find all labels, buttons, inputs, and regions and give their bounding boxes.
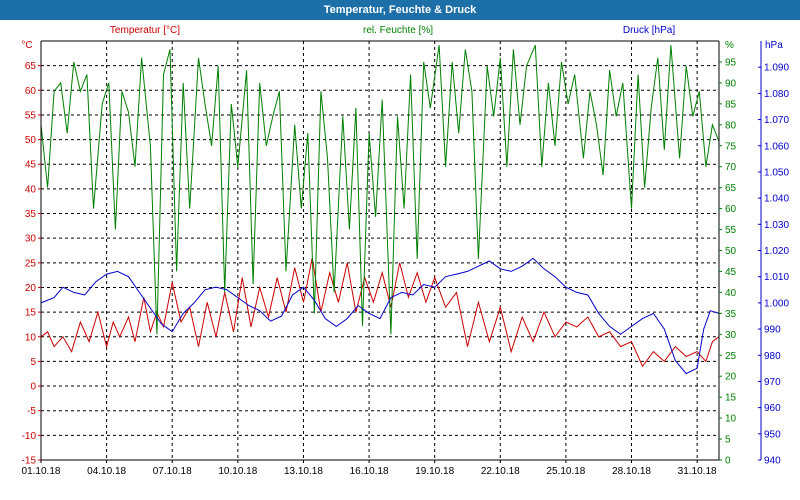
x-tick-label: 07.10.18 (153, 466, 192, 477)
temperature-tick-label: 40 (25, 184, 37, 195)
pressure-tick-label: 1.010 (764, 272, 789, 283)
temperature-line (40, 257, 720, 368)
temperature-tick-label: 15 (25, 308, 37, 319)
temperature-tick-label: 10 (25, 332, 37, 343)
temperature-tick-label: 65 (25, 61, 37, 72)
humidity-tick-label: 10 (725, 414, 737, 425)
temperature-tick-label: 60 (25, 86, 37, 97)
temperature-tick-label: 50 (25, 135, 37, 146)
pressure-tick-label: 1.030 (764, 220, 789, 231)
humidity-unit-label: % (725, 40, 734, 51)
humidity-tick-label: 70 (725, 162, 737, 173)
pressure-tick-label: 1.050 (764, 167, 789, 178)
temperature-tick-label: 25 (25, 258, 37, 269)
humidity-tick-label: 5 (725, 435, 731, 446)
x-tick-label: 22.10.18 (481, 466, 520, 477)
x-tick-label: 01.10.18 (22, 466, 61, 477)
pressure-tick-label: 1.000 (764, 298, 789, 309)
humidity-tick-label: 95 (725, 57, 737, 68)
humidity-tick-label: 80 (725, 120, 737, 131)
humidity-tick-label: 30 (725, 330, 737, 341)
temperature-tick-label: 30 (25, 234, 37, 245)
pressure-tick-label: 990 (764, 325, 781, 336)
pressure-tick-label: 960 (764, 403, 781, 414)
humidity-line (40, 45, 720, 335)
chart-title: Temperatur, Feuchte & Druck (0, 0, 800, 20)
pressure-tick-label: 1.060 (764, 141, 789, 152)
temperature-tick-label: 45 (25, 160, 37, 171)
pressure-tick-label: 940 (764, 456, 781, 467)
pressure-line (40, 257, 720, 375)
temperature-unit-label: °C (21, 40, 32, 51)
temperature-tick-label: -15 (22, 456, 37, 467)
humidity-tick-label: 40 (725, 288, 737, 299)
plot-background (41, 41, 719, 460)
x-tick-label: 13.10.18 (284, 466, 323, 477)
x-tick-label: 19.10.18 (415, 466, 454, 477)
pressure-axis-title: Druck [hPa] (623, 25, 675, 36)
humidity-tick-label: 25 (725, 351, 737, 362)
temperature-tick-label: -5 (27, 406, 36, 417)
x-tick-label: 31.10.18 (678, 466, 717, 477)
humidity-tick-label: 50 (725, 246, 737, 257)
temperature-tick-label: 0 (30, 382, 36, 393)
humidity-tick-label: 85 (725, 99, 737, 110)
pressure-tick-label: 1.070 (764, 115, 789, 126)
x-tick-label: 16.10.18 (350, 466, 389, 477)
chart-svg: -15-10-505101520253035404550556065°CTemp… (21, 25, 789, 477)
humidity-tick-label: 0 (725, 456, 731, 467)
temperature-axis-title: Temperatur [°C] (110, 25, 180, 36)
humidity-tick-label: 15 (725, 393, 737, 404)
pressure-tick-label: 980 (764, 351, 781, 362)
pressure-tick-label: 950 (764, 429, 781, 440)
temperature-tick-label: 35 (25, 209, 37, 220)
pressure-tick-label: 1.020 (764, 246, 789, 257)
pressure-tick-label: 1.040 (764, 194, 789, 205)
pressure-tick-label: 970 (764, 377, 781, 388)
chart-area: -15 -10 -5 0 5 10 15 20 25 30 35 40 45 50 55 60 65 °C Temp… (0, 20, 800, 500)
temperature-tick-label: 55 (25, 110, 37, 121)
temperature-tick-label: 5 (30, 357, 36, 368)
x-tick-label: 28.10.18 (612, 466, 651, 477)
humidity-axis-title: rel. Feuchte [%] (363, 25, 433, 36)
pressure-tick-label: 1.090 (764, 63, 789, 74)
pressure-tick-label: 1.080 (764, 89, 789, 100)
humidity-tick-label: 35 (725, 309, 737, 320)
humidity-tick-label: 75 (725, 141, 737, 152)
temperature-tick-label: -10 (22, 431, 37, 442)
pressure-unit-label: hPa (765, 40, 783, 51)
x-tick-label: 10.10.18 (218, 466, 257, 477)
humidity-tick-label: 20 (725, 372, 737, 383)
x-tick-label: 25.10.18 (546, 466, 585, 477)
humidity-tick-label: 65 (725, 183, 737, 194)
humidity-tick-label: 45 (725, 267, 737, 278)
humidity-tick-label: 90 (725, 78, 737, 89)
humidity-tick-label: 55 (725, 225, 737, 236)
humidity-tick-label: 60 (725, 204, 737, 215)
temperature-tick-label: 20 (25, 283, 37, 294)
x-tick-label: 04.10.18 (87, 466, 126, 477)
